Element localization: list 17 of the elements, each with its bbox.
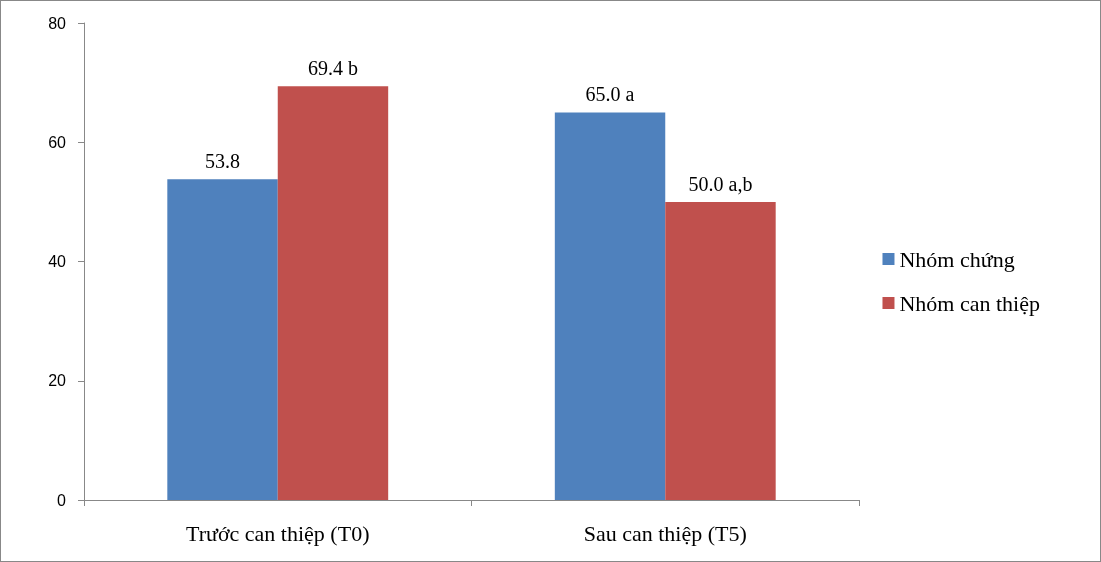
x-tick-label: Trước can thiệp (T0)	[186, 520, 370, 546]
legend-label: Nhóm can thiệp	[899, 290, 1041, 316]
bar	[554, 112, 666, 500]
data-label: 50.0 a,b	[688, 172, 753, 195]
y-tick-label: 40	[48, 253, 67, 270]
bar	[665, 201, 776, 500]
y-tick-label: 0	[57, 491, 67, 509]
bar	[167, 179, 278, 500]
y-tick-label: 80	[48, 14, 67, 32]
y-tick-label: 20	[48, 372, 67, 390]
y-tick-label: 60	[48, 133, 67, 151]
data-label: 53.8	[205, 150, 241, 173]
data-label: 65.0 a	[585, 83, 635, 106]
legend-label: Nhóm chứng	[899, 246, 1015, 272]
x-tick-label: Sau can thiệp (T5)	[583, 520, 747, 546]
data-label: 69.4 b	[307, 57, 358, 80]
bar	[277, 86, 389, 500]
